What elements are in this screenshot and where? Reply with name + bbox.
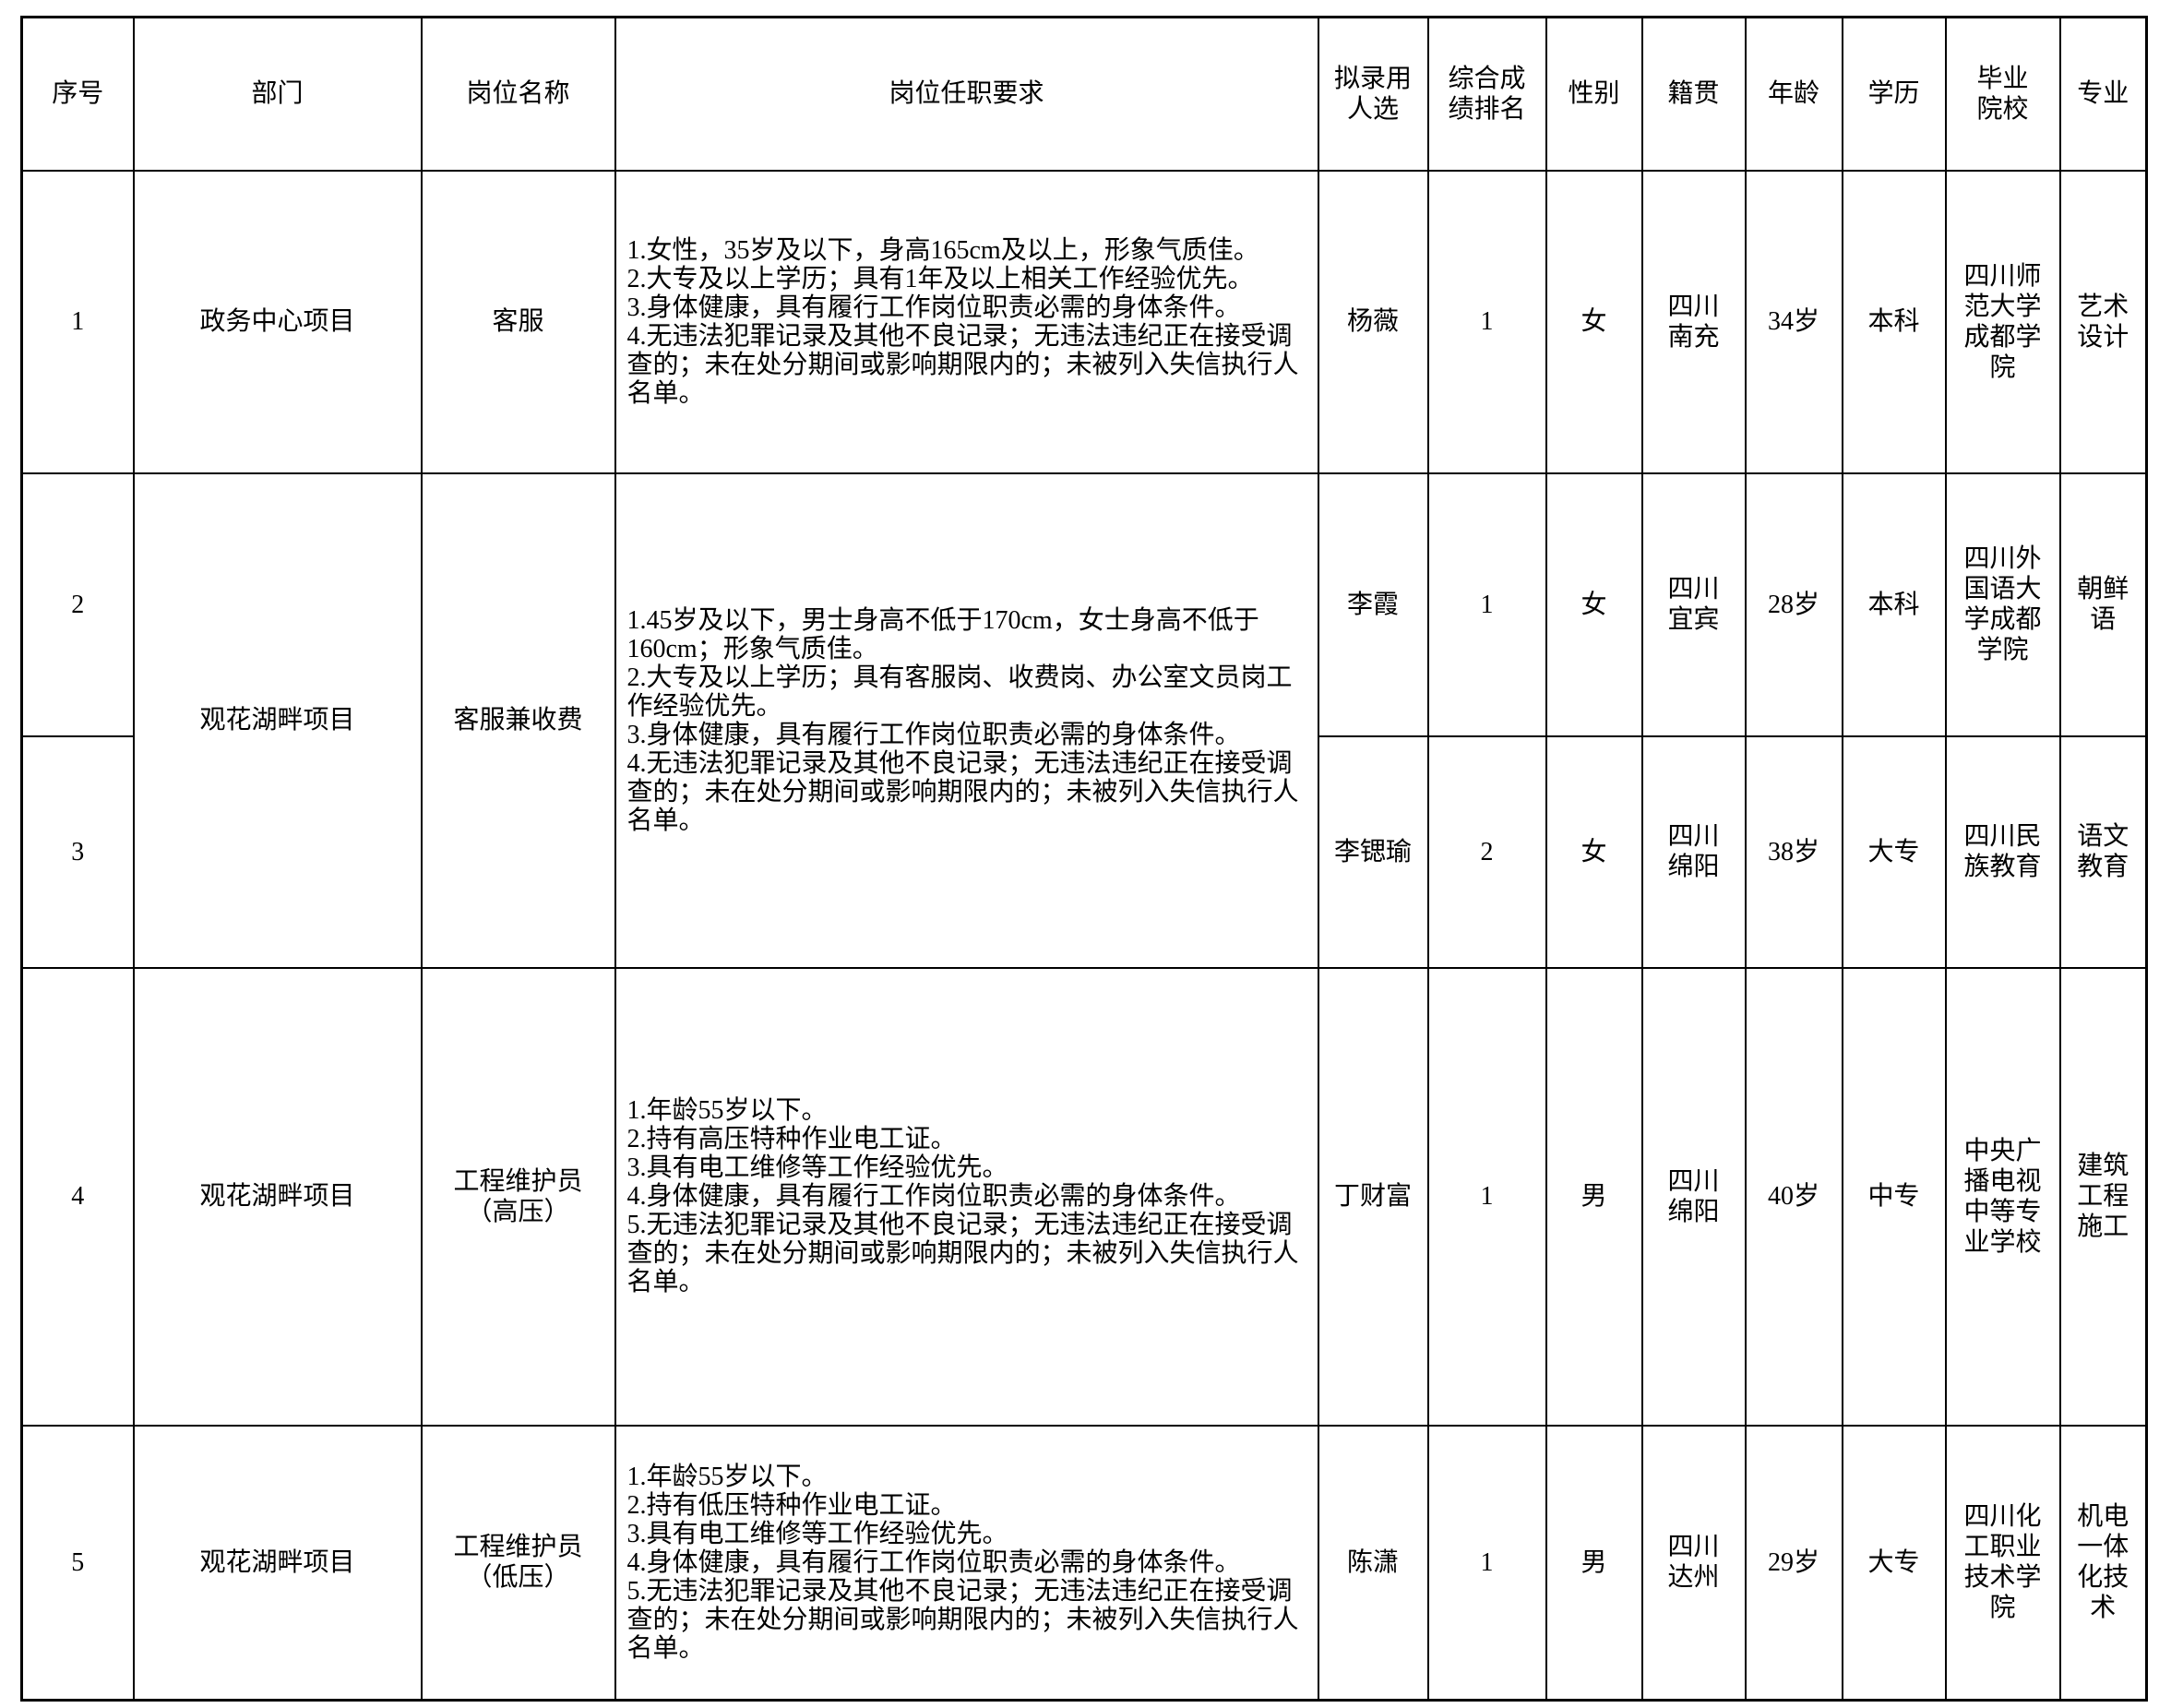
col-header-origin: 籍贯	[1640, 16, 1747, 172]
col-header-department: 部门	[132, 16, 423, 172]
cell-major: 艺术 设计	[2058, 169, 2148, 474]
cell-gender: 男	[1545, 966, 1643, 1427]
cell-rank: 1	[1426, 169, 1547, 474]
cell-origin: 四川 绵阳	[1640, 735, 1747, 969]
table-row: 4 观花湖畔项目 工程维护员 （高压） 1.年龄55岁以下。 2.持有高压特种作业电工…	[20, 966, 2148, 1427]
cell-gender: 女	[1545, 735, 1643, 969]
cell-candidate: 陈潇	[1317, 1424, 1429, 1702]
cell-school: 四川外 国语大 学成都 学院	[1944, 472, 2061, 737]
cell-department: 观花湖畔项目	[132, 966, 423, 1427]
cell-rank: 1	[1426, 472, 1547, 737]
cell-candidate: 李霞	[1317, 472, 1429, 737]
col-header-school: 毕业 院校	[1944, 16, 2061, 172]
cell-school: 中央广 播电视 中等专 业学校	[1944, 966, 2061, 1427]
cell-gender: 男	[1545, 1424, 1643, 1702]
cell-department: 观花湖畔项目	[132, 472, 423, 969]
cell-candidate: 丁财富	[1317, 966, 1429, 1427]
cell-age: 38岁	[1744, 735, 1843, 969]
cell-post-name: 工程维护员 （高压）	[420, 966, 616, 1427]
cell-candidate: 李锶瑜	[1317, 735, 1429, 969]
table-row: 2 观花湖畔项目 客服兼收费 1.45岁及以下，男士身高不低于170cm，女士身高不低…	[20, 472, 2148, 969]
cell-rank: 2	[1426, 735, 1547, 969]
table-row: 3 李锶瑜 2 女四川 绵阳 38岁 大专 四川民 族教育 语文 教育	[20, 735, 2148, 969]
cell-origin: 四川 宜宾	[1640, 472, 1747, 737]
cell-age: 40岁	[1744, 966, 1843, 1427]
cell-serial: 5	[20, 1424, 135, 1702]
col-header-gender: 性别	[1545, 16, 1643, 172]
cell-major: 朝鲜 语	[2058, 472, 2148, 737]
cell-gender: 女	[1545, 472, 1643, 737]
table-row: 5 观花湖畔项目 工程维护员 （低压） 1.年龄55岁以下。 2.持有低压特种作业电工…	[20, 1424, 2148, 1702]
col-header-candidate: 拟录用 人选	[1317, 16, 1429, 172]
cell-rank: 1	[1426, 966, 1547, 1427]
cell-major: 机电 一体 化技 术	[2058, 1424, 2148, 1702]
header-row: 序号 部门 岗位名称 岗位任职要求 拟录用 人选 综合成 绩排名 性别 籍贯 年…	[20, 16, 2148, 172]
col-header-age: 年龄	[1744, 16, 1843, 172]
cell-origin: 四川 达州	[1640, 1424, 1747, 1702]
cell-rank: 1	[1426, 1424, 1547, 1702]
cell-education: 本科	[1841, 169, 1947, 474]
recruitment-result-table: 序号 部门 岗位名称 岗位任职要求 拟录用 人选 综合成 绩排名 性别 籍贯 年…	[20, 16, 2148, 1702]
table-row: 1 政务中心项目 客服 1.女性，35岁及以下，身高165cm及以上，形象气质佳。 2…	[20, 169, 2148, 474]
cell-age: 28岁	[1744, 472, 1843, 737]
cell-requirements: 1.年龄55岁以下。 2.持有高压特种作业电工证。 3.具有电工维修等工作经验优…	[614, 966, 1319, 1427]
cell-school: 四川师 范大学 成都学 院	[1944, 169, 2061, 474]
cell-post-name: 工程维护员 （低压）	[420, 1424, 616, 1702]
cell-department: 政务中心项目	[132, 169, 423, 474]
col-header-rank: 综合成 绩排名	[1426, 16, 1547, 172]
cell-age: 29岁	[1744, 1424, 1843, 1702]
cell-serial: 1	[20, 169, 135, 474]
cell-candidate: 杨薇	[1317, 169, 1429, 474]
cell-serial: 3	[20, 735, 135, 969]
col-header-education: 学历	[1841, 16, 1947, 172]
cell-requirements: 1.45岁及以下，男士身高不低于170cm，女士身高不低于 160cm；形象气质…	[614, 472, 1319, 969]
cell-school: 四川化 工职业 技术学 院	[1944, 1424, 2061, 1702]
cell-origin: 四川 绵阳	[1640, 966, 1747, 1427]
cell-age: 34岁	[1744, 169, 1843, 474]
cell-education: 本科	[1841, 472, 1947, 737]
cell-major: 语文 教育	[2058, 735, 2148, 969]
cell-requirements: 1.女性，35岁及以下，身高165cm及以上，形象气质佳。 2.大专及以上学历；…	[614, 169, 1319, 474]
cell-education: 中专	[1841, 966, 1947, 1427]
cell-serial: 2	[20, 472, 135, 737]
cell-department: 观花湖畔项目	[132, 1424, 423, 1702]
cell-education: 大专	[1841, 1424, 1947, 1702]
cell-gender: 女	[1545, 169, 1643, 474]
cell-post-name: 客服	[420, 169, 616, 474]
cell-major: 建筑 工程 施工	[2058, 966, 2148, 1427]
cell-requirements: 1.年龄55岁以下。 2.持有低压特种作业电工证。 3.具有电工维修等工作经验优…	[614, 1424, 1319, 1702]
cell-origin: 四川 南充	[1640, 169, 1747, 474]
col-header-serial: 序号	[20, 16, 135, 172]
col-header-major: 专业	[2058, 16, 2148, 172]
cell-serial: 4	[20, 966, 135, 1427]
cell-post-name: 客服兼收费	[420, 472, 616, 969]
col-header-post-name: 岗位名称	[420, 16, 616, 172]
cell-school: 四川民 族教育	[1944, 735, 2061, 969]
col-header-requirements: 岗位任职要求	[614, 16, 1319, 172]
cell-education: 大专	[1841, 735, 1947, 969]
